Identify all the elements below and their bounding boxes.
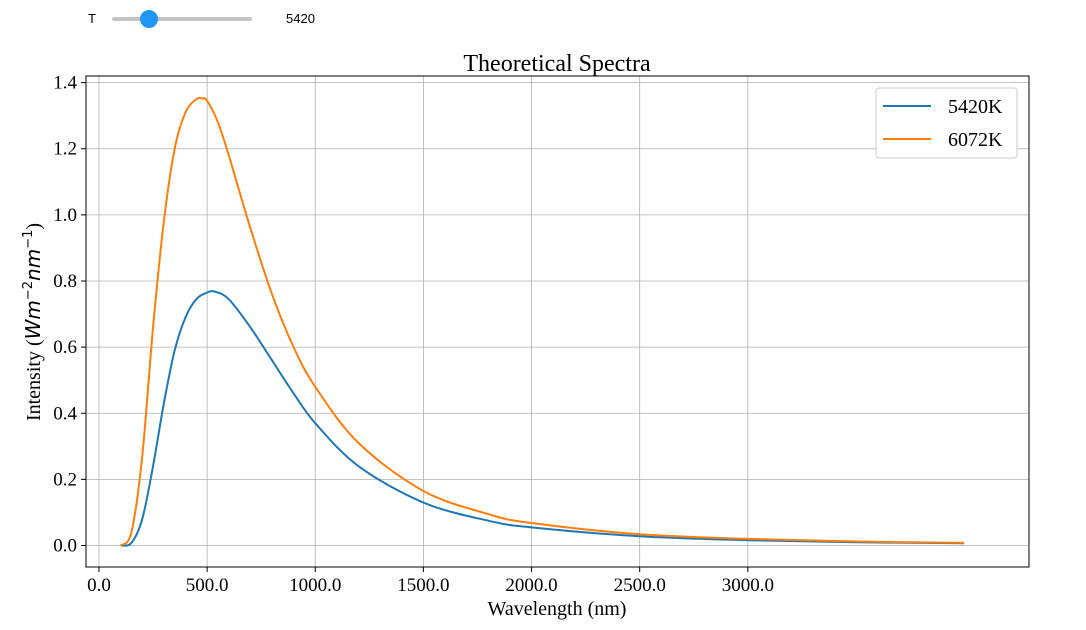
y-axis-label-text: Intensity ( bbox=[23, 339, 45, 421]
x-tick-label: 0.0 bbox=[87, 575, 111, 596]
chart-title: Theoretical Spectra bbox=[463, 51, 651, 77]
series-line-6072k bbox=[119, 96, 965, 547]
y-axis-unit-nm-exp: −1 bbox=[21, 230, 36, 249]
series-line-5420k bbox=[120, 290, 965, 547]
y-axis-unit-nm: nm bbox=[21, 249, 45, 281]
x-axis-label: Wavelength (nm) bbox=[488, 598, 627, 620]
plot-frame bbox=[85, 75, 1030, 568]
slider-label: T bbox=[88, 11, 96, 26]
y-axis-unit-m-exp: −2 bbox=[21, 281, 36, 300]
ticks: 0.0 500.0 1000.0 1500.0 2000.0 2500.0 3000.0 0.… bbox=[53, 73, 774, 596]
y-tick-label: 1.4 bbox=[53, 73, 77, 94]
x-tick-label: 3000.0 bbox=[722, 575, 774, 596]
x-tick-label: 2000.0 bbox=[505, 575, 557, 596]
y-tick-label: 0.2 bbox=[53, 469, 77, 490]
legend-label-6072k: 6072K bbox=[948, 129, 1003, 151]
y-tick-label: 0.8 bbox=[53, 271, 77, 292]
y-axis-unit-w: W bbox=[21, 318, 45, 339]
legend: 5420K 6072K bbox=[875, 87, 1018, 159]
legend-label-5420k: 5420K bbox=[948, 96, 1003, 118]
x-tick-label: 2500.0 bbox=[614, 575, 666, 596]
temperature-slider-row: T 5420 bbox=[0, 0, 400, 38]
y-tick-label: 0.4 bbox=[53, 403, 77, 424]
y-axis-label: Intensity (Wm−2nm−1) bbox=[21, 223, 45, 421]
x-tick-label: 1500.0 bbox=[397, 575, 449, 596]
y-axis-label-close: ) bbox=[23, 223, 45, 230]
y-tick-label: 1.0 bbox=[53, 205, 77, 226]
series-layer bbox=[119, 96, 965, 547]
slider-value: 5420 bbox=[286, 11, 315, 26]
grid bbox=[86, 76, 1029, 567]
y-tick-label: 0.0 bbox=[53, 536, 77, 557]
y-tick-label: 1.2 bbox=[53, 139, 77, 160]
slider-thumb[interactable] bbox=[139, 10, 158, 28]
slider-track[interactable] bbox=[112, 17, 252, 21]
y-axis-unit-m: m bbox=[21, 300, 45, 319]
y-tick-label: 0.6 bbox=[53, 337, 77, 358]
x-tick-label: 500.0 bbox=[186, 575, 229, 596]
x-tick-label: 1000.0 bbox=[289, 575, 341, 596]
